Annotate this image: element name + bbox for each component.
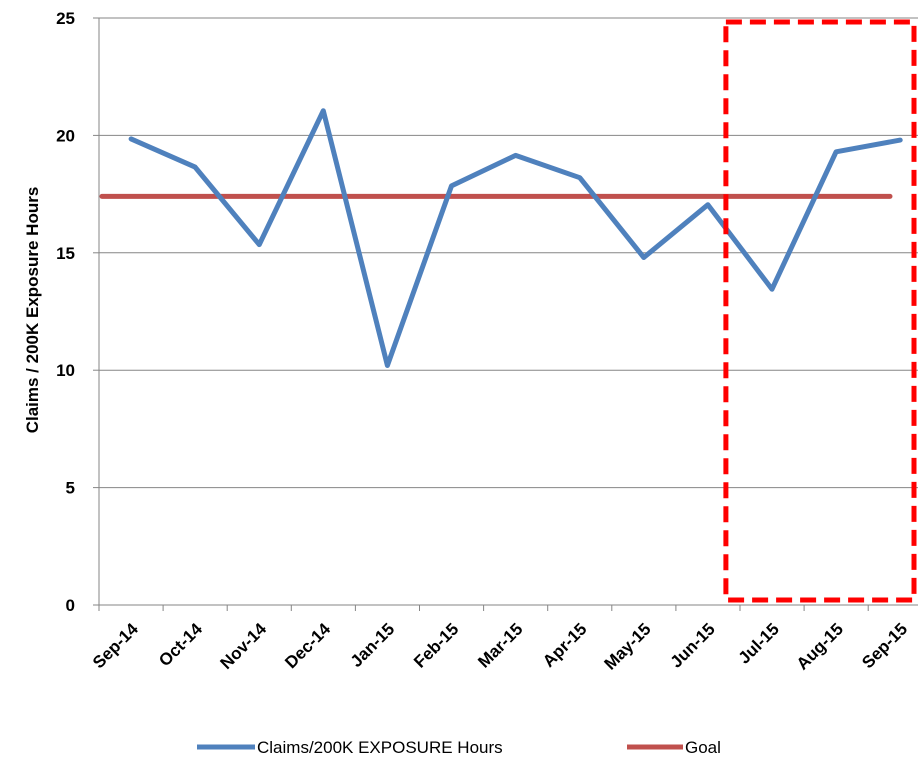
y-tick-label: 5 (66, 479, 75, 498)
x-tick-label: Mar-15 (474, 619, 526, 671)
x-tick-label: Dec-14 (281, 619, 334, 672)
x-tick-label: Aug-15 (793, 619, 847, 673)
x-tick-label: Nov-14 (217, 619, 271, 673)
x-tick-label: Apr-15 (539, 619, 591, 671)
highlight-box (723, 19, 917, 603)
series-line-claims (128, 108, 903, 368)
gridlines (93, 17, 918, 606)
highlight-rect (723, 19, 917, 603)
x-tick-labels: Sep-14 Oct-14 Nov-14 Dec-14 Jan-15 Feb-15 Mar-… (89, 619, 911, 674)
legend-claims: Claims/200K EXPOSURE Hours (197, 738, 503, 757)
x-tick-label: Feb-15 (410, 619, 462, 671)
x-tick-label: Sep-14 (89, 619, 142, 672)
y-tick-label: 10 (56, 361, 75, 380)
x-tick-label: May-15 (600, 619, 654, 673)
x-tick-label: Jul-15 (735, 619, 783, 667)
legend-label: Claims/200K EXPOSURE Hours (257, 738, 503, 757)
legend-goal: Goal (627, 738, 721, 757)
x-tick-label: Jun-15 (667, 619, 719, 671)
y-tick-label: 25 (56, 9, 75, 28)
x-tick-label: Jan-15 (347, 619, 399, 671)
x-tick-label: Oct-14 (155, 619, 206, 670)
y-tick-label: 20 (56, 126, 75, 145)
y-tick-labels: 0 5 10 15 20 25 (56, 9, 75, 615)
x-tick-label: Sep-15 (858, 619, 911, 672)
y-tick-label: 15 (56, 244, 75, 263)
axes (98, 18, 918, 611)
y-axis-label: Claims / 200K Exposure Hours (23, 187, 42, 434)
legend-label: Goal (685, 738, 721, 757)
legend: Claims/200K EXPOSURE Hours Goal (197, 738, 721, 757)
y-tick-label: 0 (66, 596, 75, 615)
series-layer (99, 108, 903, 368)
